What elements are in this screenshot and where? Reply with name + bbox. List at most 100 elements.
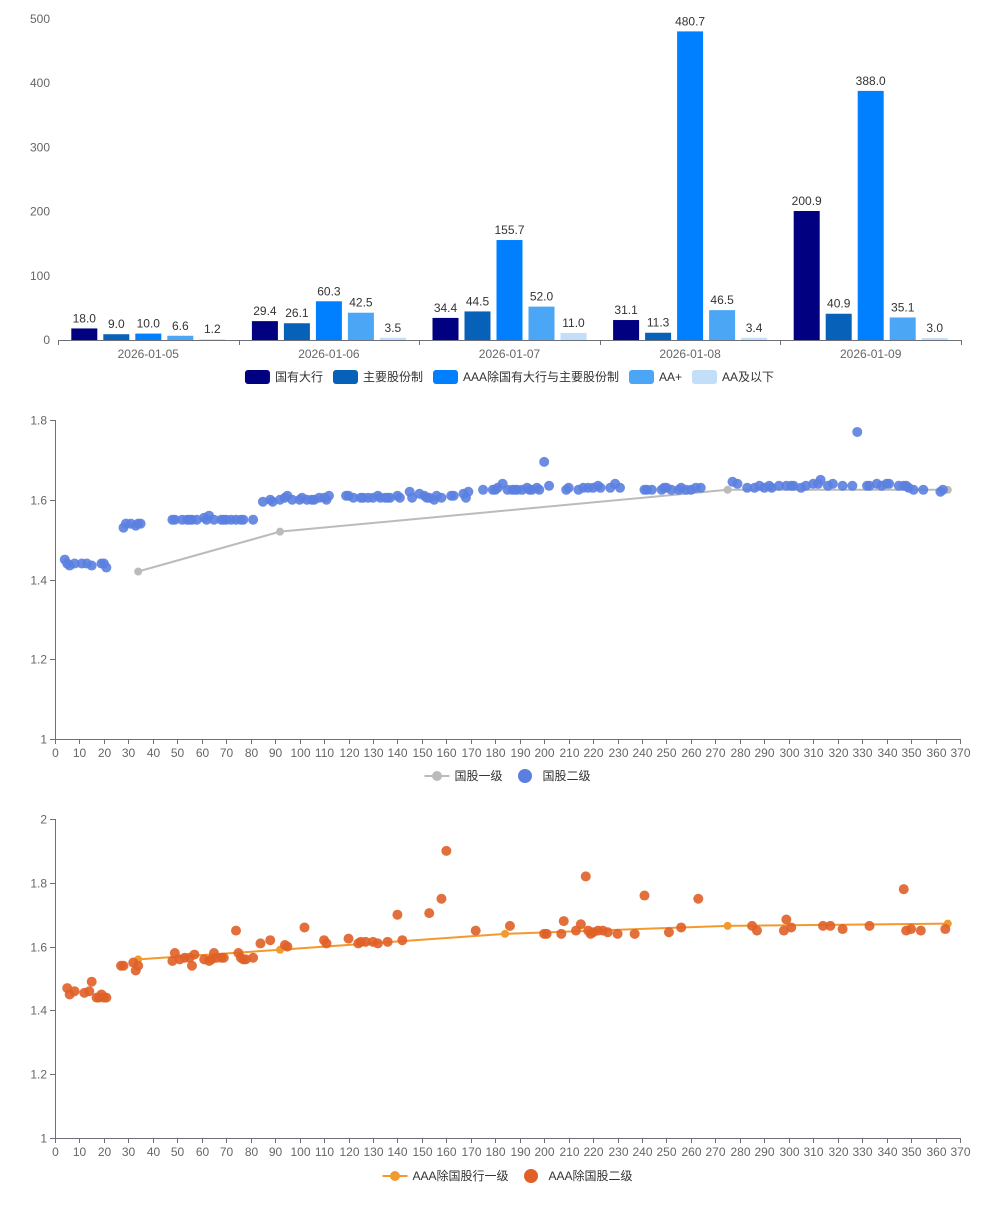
x-tick-label: 360 <box>926 1145 946 1159</box>
x-tick-label: 60 <box>196 1145 210 1159</box>
scatter-point <box>742 482 753 493</box>
y-tick-label: 1.4 <box>30 1004 47 1018</box>
x-tick-label: 270 <box>705 1145 725 1159</box>
bar <box>251 321 278 340</box>
x-tick-label: 0 <box>52 746 59 760</box>
x-tick-label: 160 <box>436 746 456 760</box>
scatter-point <box>556 928 567 939</box>
x-tick-label: 120 <box>339 746 359 760</box>
x-tick-label: 90 <box>269 746 283 760</box>
bar <box>379 337 406 340</box>
scatter-point <box>940 924 951 935</box>
y-tick-label: 1 <box>40 733 47 747</box>
scatter-point <box>595 482 606 493</box>
scatter-point <box>478 484 489 495</box>
bar <box>825 313 852 340</box>
bar <box>889 317 916 340</box>
scatter-point <box>348 492 359 503</box>
x-tick-label: 240 <box>632 746 652 760</box>
x-tick-label: 2026-01-08 <box>659 347 721 361</box>
scatter-point <box>372 938 383 949</box>
scatter-point <box>238 514 249 525</box>
x-tick-label: 100 <box>290 746 310 760</box>
legend-label: 国股一级 <box>454 769 502 783</box>
scatter-point <box>397 935 408 946</box>
legend-swatch <box>692 370 718 384</box>
bar-value-label: 31.1 <box>614 303 638 317</box>
series-line <box>137 488 948 573</box>
bar <box>464 311 491 340</box>
y-tick-label: 100 <box>30 269 50 283</box>
bar-value-label: 34.4 <box>434 301 458 315</box>
scatter-point <box>118 960 129 971</box>
scatter-point <box>837 924 848 935</box>
bar-value-label: 44.5 <box>466 294 490 308</box>
bar-value-label: 60.3 <box>317 284 341 298</box>
scatter-point <box>676 922 687 933</box>
bar <box>135 333 162 340</box>
legend-swatch <box>629 370 655 384</box>
y-tick-label: 500 <box>30 12 50 26</box>
x-tick-label: 120 <box>339 1145 359 1159</box>
x-tick-label: 30 <box>122 746 136 760</box>
scatter-point <box>392 909 403 920</box>
x-tick-label: 40 <box>147 1145 161 1159</box>
x-tick-label: 20 <box>98 746 112 760</box>
scatter-point <box>695 482 706 493</box>
scatter-chart-1: 1 1.2 1.4 1.6 1.8 0 10 20 30 40 50 60 70 80 90 100 110 12… <box>30 414 971 783</box>
x-tick-label: 90 <box>269 1145 283 1159</box>
scatter-point <box>424 908 435 919</box>
line-point <box>723 485 732 494</box>
bar-value-label: 3.0 <box>926 321 943 335</box>
x-tick-label: 2026-01-06 <box>298 347 360 361</box>
scatter-point <box>575 919 586 930</box>
legend-swatch <box>244 370 270 384</box>
scatter-point <box>534 484 545 495</box>
scatter-point <box>666 484 677 495</box>
x-tick-label: 270 <box>705 746 725 760</box>
scatter-point <box>827 478 838 489</box>
bar-value-label: 3.5 <box>385 321 402 335</box>
bar-value-label: 388.0 <box>856 74 886 88</box>
bar-value-label: 6.6 <box>172 319 189 333</box>
x-tick-label: 130 <box>363 746 383 760</box>
x-tick-label: 280 <box>730 746 750 760</box>
scatter-point <box>906 924 917 935</box>
x-tick-label: 290 <box>754 746 774 760</box>
x-tick-label: 10 <box>73 1145 87 1159</box>
x-tick-label: 80 <box>245 1145 259 1159</box>
x-tick-label: 200 <box>534 1145 554 1159</box>
x-tick-label: 250 <box>656 746 676 760</box>
scatter-point <box>646 484 657 495</box>
x-tick-label: 330 <box>852 1145 872 1159</box>
y-tick-label: 1.2 <box>30 1068 47 1082</box>
bar <box>921 338 948 340</box>
scatter-point <box>884 478 895 489</box>
x-tick-label: 260 <box>681 1145 701 1159</box>
x-tick-label: 190 <box>510 746 530 760</box>
x-tick-label: 370 <box>950 746 970 760</box>
bar-value-label: 1.2 <box>204 322 221 336</box>
scatter-point <box>231 925 241 936</box>
scatter-point <box>470 925 481 936</box>
bar-value-label: 46.5 <box>710 293 734 307</box>
x-tick-label: 340 <box>877 1145 897 1159</box>
x-tick-label: 290 <box>754 1145 774 1159</box>
bar-value-label: 11.0 <box>562 316 585 330</box>
scatter-point <box>563 482 574 493</box>
x-tick-label: 60 <box>196 746 210 760</box>
scatter-point <box>287 494 298 505</box>
scatter-point <box>837 480 848 491</box>
scatter-point <box>629 928 640 939</box>
scatter-point <box>539 456 550 467</box>
bar <box>103 334 130 340</box>
x-tick-label: 2026-01-07 <box>479 347 541 361</box>
bar-value-label: 29.4 <box>253 304 277 318</box>
scatter-point <box>255 938 266 949</box>
legend-label: AAA除国股二级 <box>549 1168 633 1183</box>
scatter-point <box>774 480 784 491</box>
scatter-point <box>639 890 650 901</box>
scatter-point <box>781 914 792 925</box>
x-tick-label: 360 <box>926 746 946 760</box>
bar-value-label: 11.3 <box>647 316 670 330</box>
